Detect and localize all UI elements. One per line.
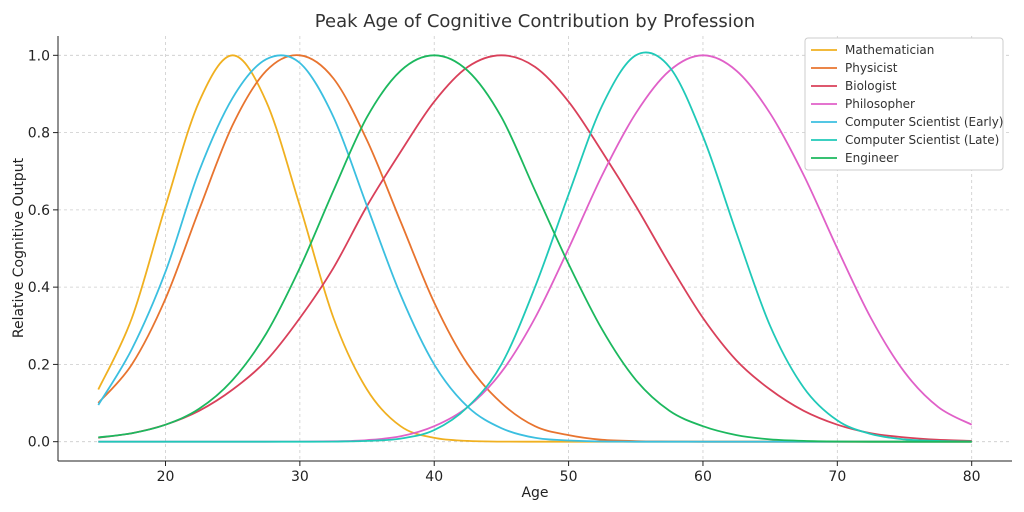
y-tick-label: 0.0: [28, 435, 50, 451]
series-line-biologist: [98, 54, 972, 442]
ticks: 20 30 40 50 60 70 80 0.0 0.2 0.4 0.6 0.8 1.0: [28, 48, 981, 485]
series-line-engineer: [98, 54, 972, 443]
x-tick-label: 40: [425, 469, 443, 485]
series-group: [97, 51, 973, 443]
legend-box: [804, 37, 1004, 171]
legend-label-mathematician: Mathematician: [845, 43, 934, 57]
y-axis-label: Relative Cognitive Output: [11, 157, 27, 338]
y-tick-label: 0.4: [28, 280, 50, 296]
legend-label-computer-scientist-early: Computer Scientist (Early): [845, 115, 1003, 129]
x-tick-label: 70: [828, 469, 846, 485]
legend-label-biologist: Biologist: [845, 79, 897, 93]
y-tick-label: 1.0: [28, 48, 50, 64]
legend-label-philosopher: Philosopher: [845, 97, 915, 111]
x-tick-label: 20: [157, 469, 175, 485]
legend-label-computer-scientist-late: Computer Scientist (Late): [845, 133, 999, 147]
y-tick-label: 0.2: [28, 357, 50, 373]
x-tick-label: 80: [963, 469, 981, 485]
chart-title: Peak Age of Cognitive Contribution by Pr…: [315, 11, 755, 32]
series-line-computer-scientist-late: [98, 51, 972, 443]
axes: [57, 36, 1012, 462]
legend-label-engineer: Engineer: [845, 151, 899, 165]
y-tick-label: 0.6: [28, 203, 50, 219]
x-axis-label: Age: [521, 485, 548, 501]
legend-label-physicist: Physicist: [845, 61, 898, 75]
legend: Mathematician Physicist Biologist Philosoph…: [804, 37, 1004, 171]
x-tick-label: 60: [694, 469, 712, 485]
y-tick-label: 0.8: [28, 126, 50, 142]
x-tick-label: 30: [291, 469, 309, 485]
x-tick-label: 50: [560, 469, 578, 485]
